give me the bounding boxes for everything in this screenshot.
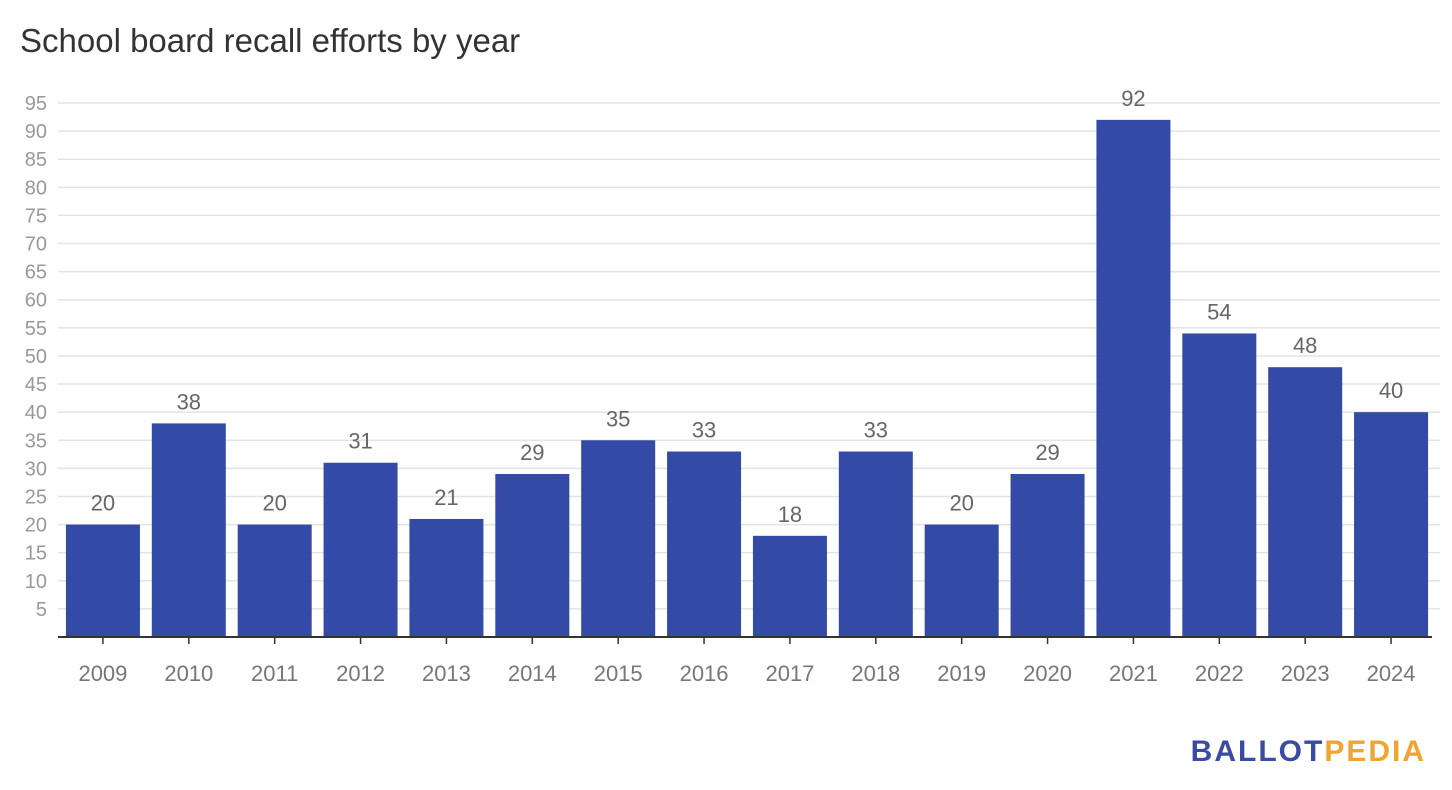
- data-label: 40: [1379, 378, 1403, 403]
- x-tick-label: 2021: [1109, 661, 1158, 686]
- y-axis-ticks: 5 10 15 20 25 30 35 40 45 50 55 60 65 70 75 80 85 90 95: [25, 93, 47, 621]
- x-tick-label: 2016: [680, 661, 729, 686]
- x-tick-label: 2010: [164, 661, 213, 686]
- x-tick-label: 2019: [937, 661, 986, 686]
- bar: [151, 423, 226, 637]
- y-tick-label: 55: [25, 318, 47, 340]
- y-tick-label: 95: [25, 93, 47, 115]
- chart-title: School board recall efforts by year: [20, 22, 521, 59]
- x-tick-label: 2020: [1023, 661, 1072, 686]
- data-label: 18: [778, 502, 802, 527]
- x-tick-label: 2012: [336, 661, 385, 686]
- bar: [1010, 473, 1085, 637]
- x-tick-label: 2023: [1281, 661, 1330, 686]
- y-tick-label: 85: [25, 149, 47, 171]
- y-tick-label: 15: [25, 543, 47, 565]
- y-tick-label: 40: [25, 402, 47, 424]
- bar: [924, 524, 999, 637]
- bar: [752, 535, 827, 637]
- data-labels: 20 38 20 31 21 29 35 33 18 33 20 29 92 54 48 40: [91, 86, 1404, 527]
- x-tick-label: 2014: [508, 661, 557, 686]
- bars: [65, 119, 1429, 637]
- ballotpedia-logo: BALLOTPEDIA: [1191, 735, 1426, 769]
- data-label: 48: [1293, 333, 1317, 358]
- data-label: 31: [348, 429, 372, 454]
- bar: [65, 524, 140, 637]
- bar: [838, 451, 913, 637]
- logo-ballot-text: BALLOT: [1190, 735, 1325, 768]
- x-tick-label: 2013: [422, 661, 471, 686]
- x-tick-label: 2018: [851, 661, 900, 686]
- bar: [667, 451, 742, 637]
- y-tick-label: 5: [36, 599, 47, 621]
- data-label: 38: [177, 389, 201, 414]
- y-tick-label: 65: [25, 262, 47, 284]
- bar: [495, 473, 570, 637]
- data-label: 29: [1035, 440, 1059, 465]
- logo-pedia-text: PEDIA: [1324, 735, 1426, 768]
- bar: [409, 518, 484, 637]
- y-tick-label: 70: [25, 234, 47, 256]
- data-label: 20: [949, 491, 973, 516]
- bar: [323, 462, 398, 637]
- data-label: 35: [606, 406, 630, 431]
- x-tick-label: 2011: [251, 661, 298, 686]
- y-tick-label: 75: [25, 205, 47, 227]
- y-tick-label: 50: [25, 346, 47, 368]
- data-label: 20: [262, 491, 286, 516]
- y-tick-label: 20: [25, 515, 47, 537]
- y-tick-label: 25: [25, 486, 47, 508]
- data-label: 92: [1121, 86, 1145, 111]
- y-tick-label: 60: [25, 290, 47, 312]
- data-label: 33: [864, 418, 888, 443]
- x-tick-label: 2015: [594, 661, 643, 686]
- x-tick-label: 2009: [78, 661, 127, 686]
- y-tick-label: 45: [25, 374, 47, 396]
- y-tick-label: 80: [25, 177, 47, 199]
- y-tick-label: 30: [25, 458, 47, 480]
- bar: [1096, 119, 1171, 637]
- x-tick-label: 2024: [1367, 661, 1416, 686]
- data-label: 21: [434, 485, 458, 510]
- y-tick-label: 90: [25, 121, 47, 143]
- x-axis-ticks: 2009 2010 2011 2012 2013 2014 2015 2016 2017 2018…: [78, 637, 1416, 686]
- x-tick-label: 2017: [765, 661, 814, 686]
- data-label: 54: [1207, 299, 1231, 324]
- data-label: 29: [520, 440, 544, 465]
- data-label: 20: [91, 491, 115, 516]
- data-label: 33: [692, 418, 716, 443]
- y-tick-label: 10: [25, 571, 47, 593]
- x-tick-label: 2022: [1195, 661, 1244, 686]
- bar: [1354, 412, 1429, 637]
- bar: [581, 440, 656, 637]
- bar: [237, 524, 312, 637]
- bar: [1268, 367, 1343, 637]
- y-tick-label: 35: [25, 430, 47, 452]
- bar: [1182, 333, 1257, 637]
